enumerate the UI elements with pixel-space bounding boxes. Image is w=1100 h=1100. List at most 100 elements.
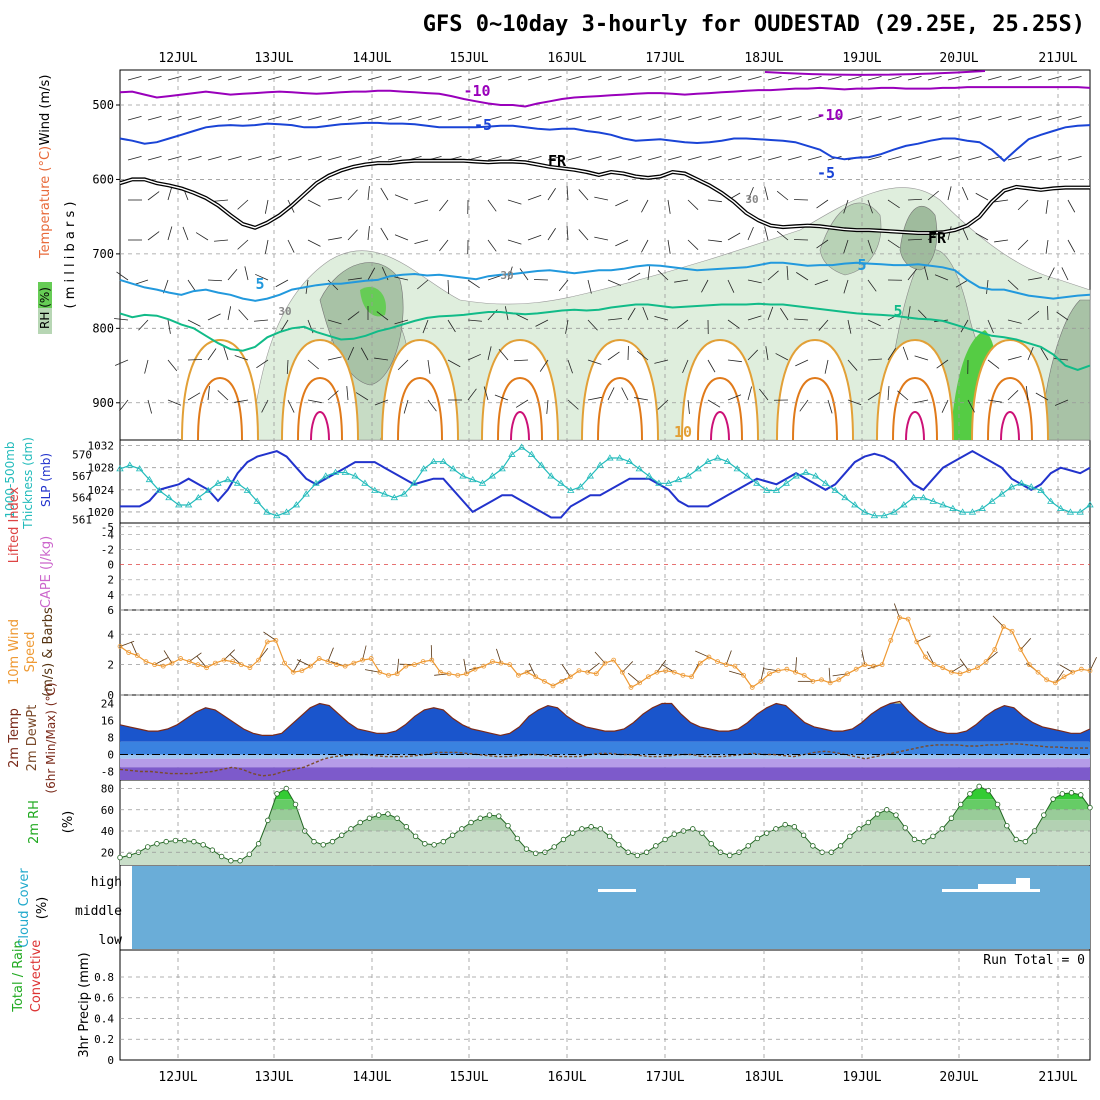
wind-barb: [767, 270, 779, 281]
wind-barb: [207, 313, 221, 321]
temp-label-2: 2m DewPt: [25, 705, 40, 772]
wind-barb: [1067, 115, 1082, 121]
rh-point: [191, 838, 197, 845]
temp-contour-25: [905, 410, 925, 441]
wind-speed-point: [741, 672, 746, 678]
wind-barb: [1056, 311, 1069, 321]
wind-barb: [627, 155, 642, 161]
wind-barb: [887, 199, 900, 209]
surface-wind-barb: [364, 669, 380, 673]
rh-point: [791, 824, 798, 830]
wind-barb: [867, 358, 882, 361]
wind-speed-point: [169, 660, 175, 666]
wind-barb: [507, 199, 522, 205]
thickness-point: [949, 504, 957, 511]
wind-speed-point: [732, 663, 738, 669]
slp-label: SLP (mb): [39, 453, 53, 507]
rh-point: [994, 801, 1001, 808]
wind-barb: [682, 359, 689, 374]
wind-speed-line: [119, 616, 1091, 689]
wind-barb: [547, 75, 562, 81]
wind-barb: [134, 279, 149, 285]
wind-barb: [447, 75, 462, 81]
thickness-point: [576, 483, 585, 490]
thickness-point: [439, 457, 448, 465]
temp-tick-label: -8: [101, 766, 114, 779]
temp-band: [120, 741, 1090, 755]
wind-barb: [607, 115, 622, 121]
wind-barb: [587, 359, 602, 365]
surface-wind-barb: [327, 647, 334, 662]
wind-barb: [887, 75, 902, 81]
wind-barb: [347, 347, 355, 361]
wind-label: Wind (m/s): [38, 75, 53, 146]
wind-speed-point: [689, 674, 695, 680]
rh-line: [119, 785, 1091, 862]
wind-speed-point: [1000, 624, 1006, 630]
wind-barb: [223, 346, 229, 361]
wind-barb: [487, 75, 502, 81]
wind-barb: [1047, 115, 1062, 121]
wind-barb: [587, 319, 598, 331]
wind-barb: [867, 392, 880, 401]
wind-barb: [701, 279, 709, 293]
surface-wind-barb: [951, 663, 965, 673]
wind-barb: [657, 269, 669, 281]
wind-barb: [394, 276, 409, 281]
rh-point: [117, 854, 123, 861]
rh-point: [856, 826, 862, 832]
temp-label-3: (6hr Min/Max) (°C): [44, 682, 58, 793]
panel-frame: [119, 949, 1091, 1061]
wind-speed-point: [637, 680, 643, 686]
rh-point: [348, 826, 354, 832]
wind-barb: [207, 75, 222, 81]
wind-speed-point: [204, 665, 210, 671]
wind-barb: [747, 315, 762, 321]
thickness-point: [988, 497, 996, 504]
wind-barb: [607, 387, 615, 401]
wind-barb: [1007, 155, 1022, 161]
wind-tick-label: 4: [107, 628, 114, 641]
wind-speed-point: [923, 654, 928, 660]
temp-contour-minus10-upper: [764, 70, 986, 76]
wind-barb: [234, 355, 249, 361]
wind-speed-point: [810, 678, 816, 684]
thickness-point: [929, 497, 937, 504]
rh-point: [1050, 796, 1056, 802]
wind-barb: [327, 356, 342, 361]
cloud-level-label: middle: [75, 904, 122, 919]
thickness-point: [155, 486, 163, 493]
wind-speed-point: [931, 662, 937, 668]
wind-speed-point: [888, 637, 894, 643]
wind-barb: [422, 319, 429, 334]
rh-point: [911, 836, 918, 843]
wind-speed-point: [559, 678, 565, 684]
wind-barb: [227, 115, 242, 121]
wind-barb: [256, 359, 269, 369]
wind-barb: [147, 115, 162, 121]
wind-barb: [487, 239, 497, 252]
wind-barb: [764, 226, 769, 241]
wind-speed-point: [420, 659, 426, 665]
rh-point: [431, 842, 437, 848]
wind-speed-point: [152, 662, 158, 668]
wind-barb: [587, 279, 592, 294]
wind-barb: [127, 155, 142, 161]
wind-barb: [934, 274, 949, 281]
rh-point: [1004, 822, 1010, 829]
wind-speed-point: [403, 663, 409, 669]
thickness-point: [1027, 483, 1035, 490]
wind-speed-point: [134, 653, 140, 658]
wind-speed-point: [186, 659, 192, 665]
wind-barb: [1035, 392, 1049, 401]
cloud-high-bar: [942, 889, 1040, 892]
wind-barb: [327, 237, 342, 241]
wind-barb: [167, 359, 178, 372]
wind-speed-point: [957, 671, 963, 677]
wind-speed-point: [619, 669, 625, 675]
rh-point: [708, 841, 714, 847]
wind-barb: [207, 115, 222, 121]
rh-point: [477, 815, 483, 821]
wind-speed-point: [983, 659, 989, 665]
wind-barb: [827, 75, 842, 81]
